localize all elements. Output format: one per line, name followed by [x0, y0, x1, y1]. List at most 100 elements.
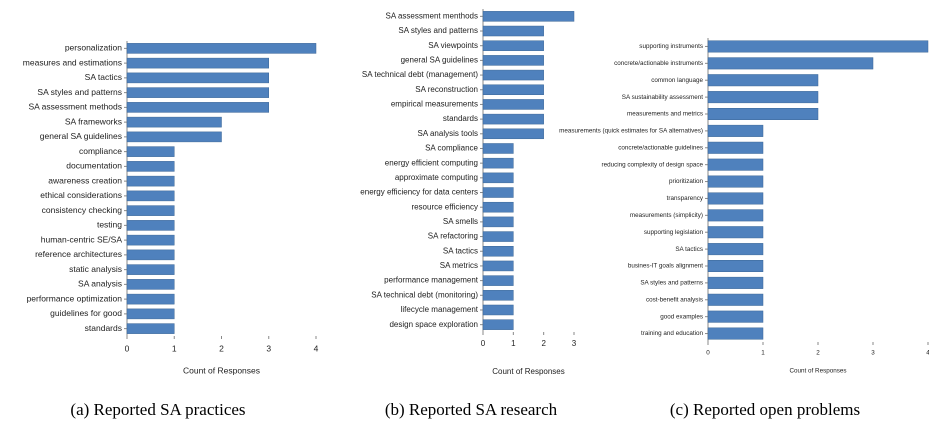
x-tick-label: 2	[541, 339, 546, 348]
bar	[482, 113, 544, 125]
y-tick-label: concrete/actionable guidelines	[618, 144, 703, 151]
y-tick-label: lifecycle management	[401, 305, 479, 314]
x-tick-label: 1	[511, 339, 516, 348]
y-tick-label: testing	[97, 220, 122, 230]
bar	[482, 246, 514, 257]
bar	[126, 146, 175, 157]
bar	[707, 226, 764, 239]
y-tick-label: measurements (simplicity)	[630, 212, 703, 219]
bar	[482, 99, 544, 110]
y-tick-label: SA refactoring	[428, 232, 478, 241]
x-tick-label: 3	[266, 343, 271, 353]
y-tick-label: human-centric SE/SA	[41, 234, 123, 244]
y-tick-label: general SA guidelines	[40, 131, 122, 141]
y-tick-label: performance optimization	[27, 293, 123, 303]
bar	[482, 216, 514, 228]
bar	[482, 84, 544, 95]
bar	[126, 87, 269, 98]
y-tick-label: SA sustainability assessment	[622, 94, 703, 101]
bar	[707, 175, 764, 188]
y-tick-label: supporting legislation	[644, 229, 704, 236]
bar	[707, 57, 874, 70]
y-tick-label: resource efficiency	[411, 202, 478, 211]
bar	[707, 141, 764, 154]
bar	[126, 131, 222, 143]
y-tick-label: measurements (quick estimates for SA alt…	[559, 128, 703, 135]
y-tick-label: SA tactics	[85, 72, 122, 82]
y-tick-label: standards	[85, 323, 122, 333]
bar	[482, 187, 514, 198]
bar	[126, 249, 175, 261]
y-tick-label: SA tactics	[675, 246, 703, 253]
y-tick-label: performance management	[384, 276, 479, 285]
y-tick-label: static analysis	[69, 264, 122, 274]
bar	[126, 279, 175, 290]
bar	[707, 243, 764, 256]
y-tick-label: SA reconstruction	[415, 85, 478, 94]
y-tick-label: general SA guidelines	[401, 55, 478, 64]
bar	[482, 157, 514, 169]
bar	[126, 205, 175, 216]
bar	[482, 275, 514, 286]
y-tick-label: design space exploration	[389, 320, 478, 329]
x-tick-label: 0	[706, 350, 710, 357]
bar	[482, 319, 514, 330]
bar	[126, 264, 175, 275]
y-tick-label: ethical considerations	[40, 190, 122, 200]
y-tick-label: cost-benefit analysis	[646, 296, 703, 303]
bar	[126, 161, 175, 172]
x-axis-label: Count of Responses	[183, 365, 260, 375]
bar	[126, 220, 175, 231]
y-tick-label: energy efficiency for data centers	[360, 188, 478, 197]
bar	[482, 231, 514, 242]
bar	[126, 57, 269, 69]
bar	[482, 260, 514, 272]
y-tick-label: awareness creation	[48, 175, 122, 185]
bar	[707, 108, 819, 120]
bar	[707, 310, 764, 323]
bar	[482, 11, 575, 22]
y-tick-label: SA analysis	[78, 279, 122, 289]
bar	[482, 290, 514, 301]
bar	[482, 40, 544, 51]
y-tick-label: standards	[443, 114, 478, 123]
bar	[707, 74, 819, 87]
y-tick-label: compliance	[79, 146, 122, 156]
y-tick-label: SA analysis tools	[418, 129, 478, 138]
bar	[126, 72, 269, 84]
x-tick-label: 1	[761, 350, 765, 357]
bar	[482, 172, 514, 184]
bar	[482, 69, 544, 81]
y-tick-label: SA technical debt (management)	[362, 70, 478, 79]
bar	[482, 304, 514, 316]
y-tick-label: SA styles and patterns	[398, 26, 478, 35]
x-tick-label: 4	[314, 343, 319, 353]
bar	[707, 124, 764, 137]
bar	[126, 308, 175, 320]
y-tick-label: energy efficient computing	[385, 158, 478, 167]
y-tick-label: SA metrics	[440, 261, 478, 270]
x-tick-label: 2	[219, 343, 224, 353]
y-tick-label: measurements and metrics	[627, 111, 703, 118]
x-tick-label: 1	[172, 343, 177, 353]
x-tick-label: 2	[816, 350, 820, 357]
bar	[482, 201, 514, 213]
bar	[707, 293, 764, 306]
y-tick-label: training and education	[641, 330, 703, 337]
y-tick-label: reference architectures	[35, 249, 122, 259]
bar	[482, 128, 544, 140]
y-tick-label: transparency	[667, 195, 704, 202]
x-tick-label: 0	[125, 343, 130, 353]
y-tick-label: SA smells	[443, 217, 478, 226]
x-tick-label: 3	[572, 339, 577, 348]
y-tick-label: busines-IT goals alignment	[628, 263, 703, 270]
bar	[707, 158, 764, 171]
bar	[707, 91, 819, 104]
bar	[126, 293, 175, 305]
y-tick-label: guidelines for good	[50, 308, 122, 318]
bar	[707, 40, 929, 53]
x-tick-label: 3	[871, 350, 875, 357]
caption: (c) Reported open problems	[670, 400, 860, 419]
y-tick-label: common language	[651, 77, 703, 84]
